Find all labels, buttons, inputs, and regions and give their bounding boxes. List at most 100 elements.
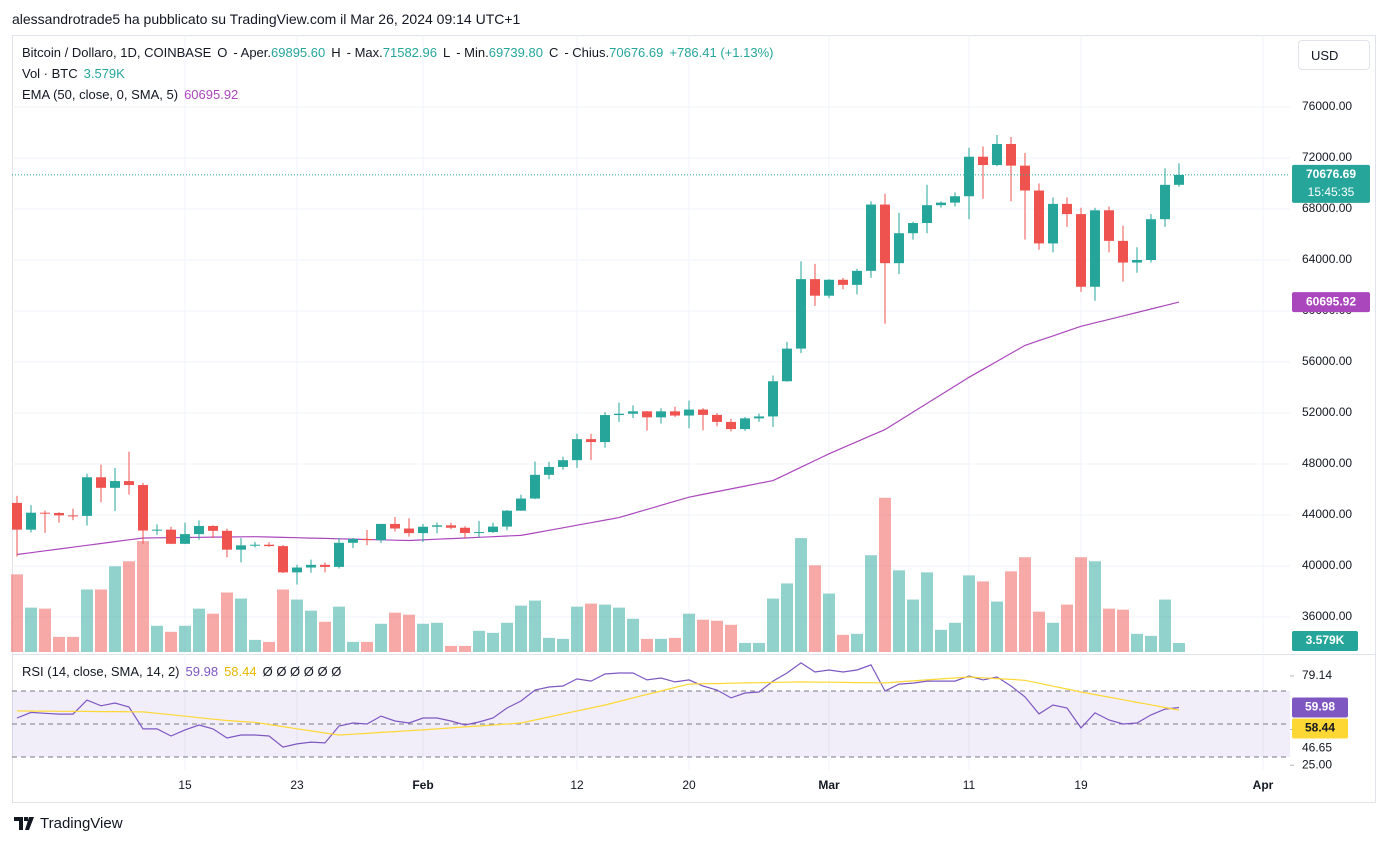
brand-name: TradingView: [40, 815, 123, 832]
candle-body: [502, 510, 512, 527]
volume-bar: [459, 645, 471, 652]
candle-body: [768, 381, 778, 417]
currency-button[interactable]: USD: [1298, 40, 1370, 70]
volume-name: Vol · BTC: [22, 66, 78, 81]
volume-bar: [109, 566, 121, 652]
volume-bar: [25, 607, 37, 652]
candle-body: [110, 481, 120, 488]
candle-body: [684, 409, 694, 416]
volume-bar: [53, 636, 65, 652]
volume-bar: [347, 641, 359, 652]
candle-body: [1146, 219, 1156, 260]
volume-bar: [963, 575, 975, 652]
volume-bar: [291, 599, 303, 652]
candle-body: [432, 525, 442, 527]
volume-bar: [739, 642, 751, 652]
candle-body: [1118, 240, 1128, 263]
volume-badge: [1292, 630, 1358, 651]
candle-body: [264, 544, 274, 547]
candle-body: [726, 421, 736, 430]
candle-body: [418, 526, 428, 534]
rsi-line: [16, 676, 1180, 736]
candle-body: [1006, 143, 1016, 166]
rsi-tick-label: 25.00: [1302, 757, 1332, 771]
candle-body: [936, 202, 946, 206]
candle-body: [96, 477, 106, 488]
x-tick-label: 19: [1074, 778, 1088, 792]
rsi-tick-label: 79.14: [1302, 668, 1332, 682]
volume-bar: [795, 538, 807, 652]
y-tick-label: 56000.00: [1302, 354, 1352, 368]
volume-bar: [1019, 557, 1031, 652]
ema-badge-value: 60695.92: [1306, 294, 1356, 308]
volume-bar: [1089, 561, 1101, 652]
x-tick-label: 23: [290, 778, 304, 792]
x-tick-label: Apr: [1253, 778, 1274, 792]
x-tick-label: 11: [963, 778, 976, 792]
legend-main: Bitcoin / Dollaro, 1D, COINBASE O - Aper.6…: [22, 45, 779, 60]
volume-bar: [879, 497, 891, 652]
volume-bar: [641, 638, 653, 652]
volume-bar: [781, 583, 793, 652]
volume-bar: [1033, 611, 1045, 652]
volume-bar: [585, 603, 597, 652]
candle-body: [474, 532, 484, 534]
y-tick-label: 72000.00: [1302, 150, 1352, 164]
candle-body: [922, 205, 932, 224]
candle-body: [180, 534, 190, 544]
candle-body: [894, 233, 904, 264]
x-tick-label: 20: [682, 778, 696, 792]
volume-bar: [725, 624, 737, 652]
rsi-tick-label: 46.65: [1302, 741, 1332, 755]
candle-body: [320, 564, 330, 567]
volume-bar: [403, 614, 415, 652]
candle-body: [306, 564, 316, 568]
volume-bar: [487, 632, 499, 652]
rsi-badge-value: 59.98: [1305, 700, 1335, 714]
x-tick-label: Mar: [818, 778, 840, 792]
candle-body: [82, 477, 92, 516]
ohlc-name: - Aper.: [233, 45, 271, 60]
candle-body: [124, 481, 134, 486]
volume-bar: [235, 598, 247, 652]
volume-bar: [949, 622, 961, 652]
candle-body: [54, 512, 64, 516]
footer: TradingView: [14, 815, 123, 832]
candle-body: [12, 502, 22, 530]
candle-body: [950, 196, 960, 203]
volume-bar: [809, 565, 821, 652]
candle-body: [138, 485, 148, 531]
volume-bar: [11, 574, 23, 652]
ohlc-value: 69895.60: [271, 45, 326, 60]
volume-bar: [753, 642, 765, 652]
candle-body: [68, 515, 78, 517]
legend-ema: EMA (50, close, 0, SMA, 5) 60695.92: [22, 87, 244, 102]
candle-body: [250, 544, 260, 546]
volume-bar: [165, 631, 177, 652]
candle-body: [628, 411, 638, 414]
y-tick-label: 64000.00: [1302, 252, 1352, 266]
volume-bar: [599, 604, 611, 652]
volume-bar: [515, 605, 527, 652]
candle-body: [586, 439, 596, 443]
volume-bar: [333, 606, 345, 652]
volume-bar: [991, 601, 1003, 652]
volume-bar: [935, 629, 947, 652]
candle-body: [670, 411, 680, 416]
volume-bar: [865, 555, 877, 652]
candle-body: [572, 439, 582, 461]
candle-body: [1174, 174, 1184, 185]
candle-body: [782, 348, 792, 382]
legend-volume: Vol · BTC 3.579K: [22, 66, 131, 81]
volume-bar: [95, 589, 107, 652]
ohlc-key: C: [548, 45, 559, 60]
volume-bar: [669, 637, 681, 652]
ohlc-value: 70676.69: [609, 45, 664, 60]
candle-body: [824, 279, 834, 296]
ohlc-value: 69739.80: [488, 45, 543, 60]
candle-body: [446, 525, 456, 528]
chart-frame: [12, 35, 1376, 803]
candle-body: [236, 545, 246, 550]
candle-body: [740, 418, 750, 430]
